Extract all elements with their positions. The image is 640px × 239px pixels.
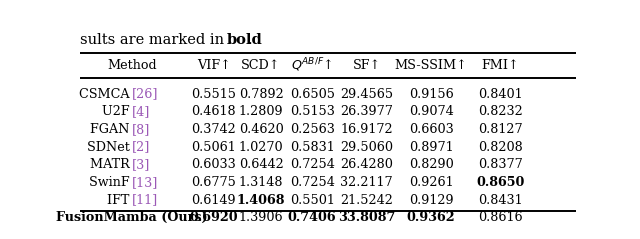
Text: 0.5153: 0.5153 bbox=[290, 105, 335, 118]
Text: sults are marked in: sults are marked in bbox=[80, 33, 228, 47]
Text: 21.5242: 21.5242 bbox=[340, 194, 393, 206]
Text: 0.9261: 0.9261 bbox=[409, 176, 454, 189]
Text: 0.6603: 0.6603 bbox=[409, 123, 454, 136]
Text: $Q^{AB/F}$↑: $Q^{AB/F}$↑ bbox=[291, 57, 333, 74]
Text: 0.9129: 0.9129 bbox=[409, 194, 454, 206]
Text: 0.9074: 0.9074 bbox=[409, 105, 454, 118]
Text: 33.8087: 33.8087 bbox=[338, 211, 396, 224]
Text: 0.6033: 0.6033 bbox=[191, 158, 236, 171]
Text: [2]: [2] bbox=[132, 141, 150, 153]
Text: 0.8208: 0.8208 bbox=[478, 141, 523, 153]
Text: 0.8127: 0.8127 bbox=[478, 123, 523, 136]
Text: 0.9156: 0.9156 bbox=[409, 87, 454, 101]
Text: 0.6775: 0.6775 bbox=[191, 176, 236, 189]
Text: MATR: MATR bbox=[90, 158, 132, 171]
Text: 26.3977: 26.3977 bbox=[340, 105, 393, 118]
Text: 0.6442: 0.6442 bbox=[239, 158, 284, 171]
Text: 0.5501: 0.5501 bbox=[290, 194, 335, 206]
Text: 0.8650: 0.8650 bbox=[476, 176, 525, 189]
Text: [11]: [11] bbox=[132, 194, 158, 206]
Text: 0.4620: 0.4620 bbox=[239, 123, 284, 136]
Text: 29.4565: 29.4565 bbox=[340, 87, 393, 101]
Text: [13]: [13] bbox=[132, 176, 159, 189]
Text: 0.6149: 0.6149 bbox=[191, 194, 236, 206]
Text: 0.8290: 0.8290 bbox=[409, 158, 454, 171]
Text: 26.4280: 26.4280 bbox=[340, 158, 393, 171]
Text: 1.0270: 1.0270 bbox=[239, 141, 284, 153]
Text: 0.7892: 0.7892 bbox=[239, 87, 284, 101]
Text: 0.4618: 0.4618 bbox=[191, 105, 236, 118]
Text: Method: Method bbox=[108, 59, 157, 72]
Text: 0.7254: 0.7254 bbox=[290, 176, 335, 189]
Text: 0.6505: 0.6505 bbox=[290, 87, 335, 101]
Text: 0.7254: 0.7254 bbox=[290, 158, 335, 171]
Text: [26]: [26] bbox=[132, 87, 159, 101]
Text: 1.4068: 1.4068 bbox=[237, 194, 285, 206]
Text: 0.5831: 0.5831 bbox=[290, 141, 335, 153]
Text: SCD↑: SCD↑ bbox=[241, 59, 281, 72]
Text: 0.5515: 0.5515 bbox=[191, 87, 236, 101]
Text: bold: bold bbox=[227, 33, 262, 47]
Text: 1.2809: 1.2809 bbox=[239, 105, 284, 118]
Text: 0.5061: 0.5061 bbox=[191, 141, 236, 153]
Text: 0.9362: 0.9362 bbox=[407, 211, 456, 224]
Text: [4]: [4] bbox=[132, 105, 150, 118]
Text: 0.8431: 0.8431 bbox=[478, 194, 523, 206]
Text: FMI↑: FMI↑ bbox=[482, 59, 520, 72]
Text: U2F: U2F bbox=[102, 105, 132, 118]
Text: MS-SSIM↑: MS-SSIM↑ bbox=[395, 59, 468, 72]
Text: 0.6920: 0.6920 bbox=[189, 211, 238, 224]
Text: 0.3742: 0.3742 bbox=[191, 123, 236, 136]
Text: SwinF: SwinF bbox=[89, 176, 132, 189]
Text: .: . bbox=[247, 33, 252, 47]
Text: VIF↑: VIF↑ bbox=[197, 59, 231, 72]
Text: 0.7406: 0.7406 bbox=[288, 211, 337, 224]
Text: 1.3148: 1.3148 bbox=[239, 176, 284, 189]
Text: 1.3906: 1.3906 bbox=[239, 211, 284, 224]
Text: CSMCA: CSMCA bbox=[79, 87, 132, 101]
Text: 0.8232: 0.8232 bbox=[478, 105, 523, 118]
Text: FGAN: FGAN bbox=[90, 123, 132, 136]
Text: [8]: [8] bbox=[132, 123, 150, 136]
Text: [3]: [3] bbox=[132, 158, 150, 171]
Text: 0.8401: 0.8401 bbox=[478, 87, 523, 101]
Text: 16.9172: 16.9172 bbox=[340, 123, 393, 136]
Text: 0.8971: 0.8971 bbox=[409, 141, 454, 153]
Text: SDNet: SDNet bbox=[86, 141, 132, 153]
Text: 0.8616: 0.8616 bbox=[478, 211, 523, 224]
Text: 0.2563: 0.2563 bbox=[290, 123, 335, 136]
Text: IFT: IFT bbox=[108, 194, 132, 206]
Text: 32.2117: 32.2117 bbox=[340, 176, 393, 189]
Text: 29.5060: 29.5060 bbox=[340, 141, 393, 153]
Text: SF↑: SF↑ bbox=[353, 59, 381, 72]
Text: FusionMamba (Ours): FusionMamba (Ours) bbox=[56, 211, 208, 224]
Text: 0.8377: 0.8377 bbox=[478, 158, 523, 171]
